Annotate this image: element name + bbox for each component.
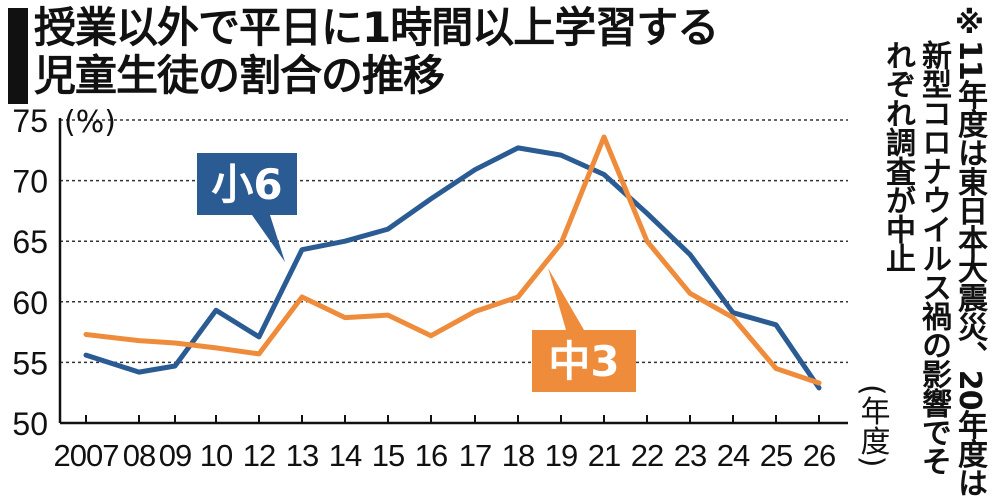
x-tick-12: 12 [243,438,275,473]
series-line-0 [86,148,819,388]
series-label-pointer-1 [548,268,584,330]
x-tick-26: 26 [803,438,835,473]
y-tick-70: 70 [12,164,48,200]
x-tick-18: 18 [502,438,534,473]
x-axis-unit: (年度) [855,384,890,467]
x-tick-08: 08 [123,438,155,473]
x-tick-13: 13 [286,438,318,473]
y-tick-55: 55 [12,345,48,381]
y-axis-unit: (%) [64,105,116,140]
x-tick-14: 14 [329,438,362,473]
x-tick-24: 24 [717,438,750,473]
x-tick-22: 22 [631,438,663,473]
grid-lines [60,120,848,362]
axes [60,118,848,423]
x-tick-10: 10 [200,438,233,473]
x-tick-17: 17 [459,438,491,473]
series-label-0: 小6 [211,160,282,209]
series-labels: 小6 中3 [197,153,636,392]
x-tick-23: 23 [674,438,706,473]
x-tick-2007: 2007 [54,438,119,473]
x-tick-25: 25 [760,438,792,473]
x-tick-09: 09 [159,438,191,473]
series-label-1: 中3 [548,337,619,386]
x-tick-15: 15 [372,438,404,473]
y-tick-65: 65 [12,224,48,260]
x-tick-19: 19 [545,438,577,473]
series-lines [86,137,819,388]
y-tick-60: 60 [12,285,48,321]
series-line-1 [86,137,819,383]
x-tick-16: 16 [415,438,447,473]
y-tick-labels: 50 55 60 65 70 75 [12,103,48,442]
y-tick-50: 50 [12,406,48,442]
axis-units: (%) (年度) [64,105,890,467]
y-tick-75: 75 [12,103,48,139]
x-tick-21: 21 [588,438,620,473]
series-label-pointer-0 [252,215,285,262]
